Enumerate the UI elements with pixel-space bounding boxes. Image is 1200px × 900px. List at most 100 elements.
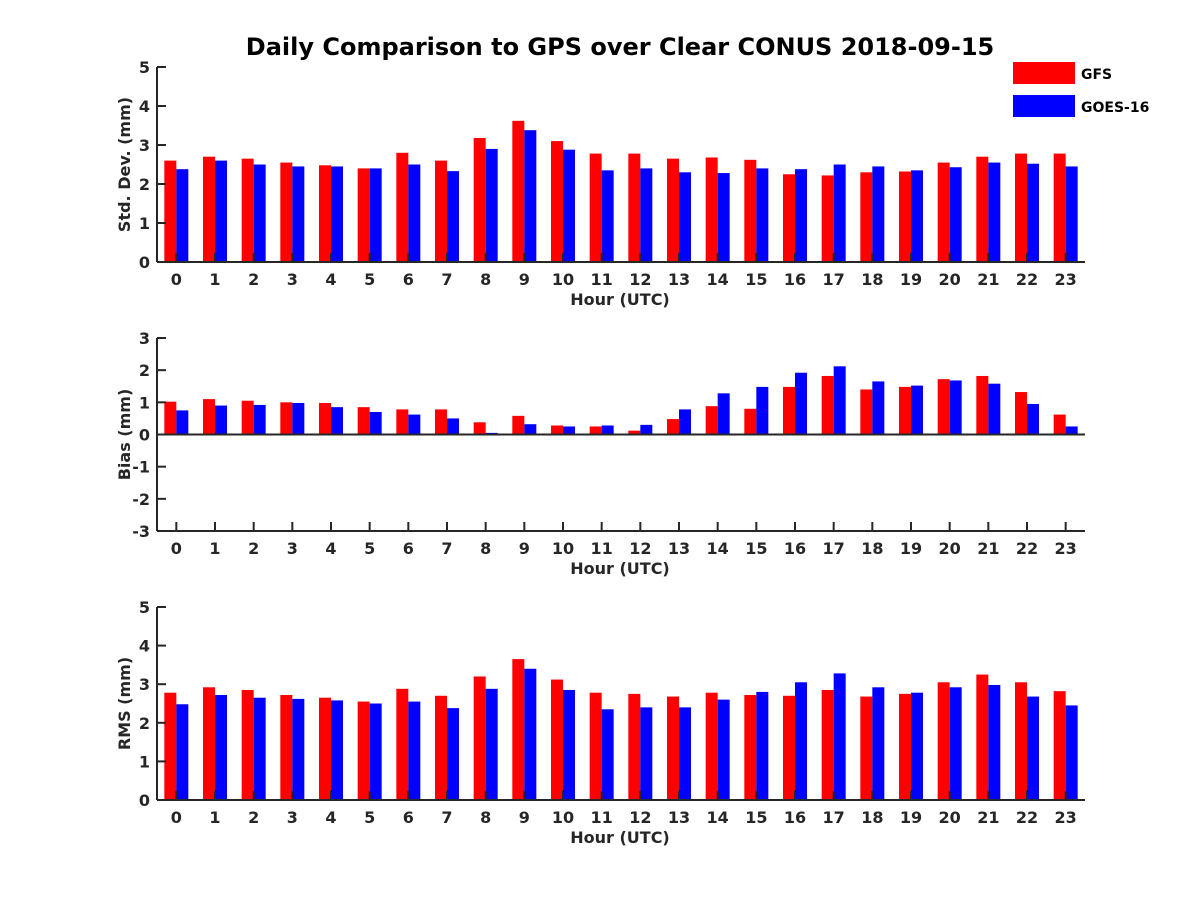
x-tick-label: 21	[977, 539, 999, 558]
x-tick-label: 12	[629, 539, 651, 558]
bar-goes-16-hour-14	[717, 393, 730, 435]
bar-gfs-hour-5	[357, 407, 370, 435]
x-tick-label: 18	[861, 539, 883, 558]
x-tick-label: 6	[403, 270, 414, 289]
bar-goes-16-hour-1	[215, 695, 227, 800]
bar-goes-16-hour-13	[679, 172, 691, 262]
bar-goes-16-hour-16	[795, 169, 807, 262]
bar-gfs-hour-11	[589, 426, 602, 435]
y-tick-label: 0	[139, 426, 150, 445]
bar-goes-16-hour-7	[447, 418, 459, 435]
x-tick-label: 19	[900, 808, 922, 827]
x-tick-label: 10	[552, 270, 574, 289]
bar-gfs-hour-13	[667, 158, 679, 262]
bar-gfs-hour-19	[899, 171, 911, 262]
y-tick-label: 3	[139, 329, 150, 348]
bar-gfs-hour-4	[319, 697, 331, 800]
bar-goes-16-hour-16	[795, 682, 807, 800]
bar-goes-16-hour-12	[640, 168, 653, 262]
bar-gfs-hour-0	[164, 401, 177, 435]
y-tick-label: 4	[139, 637, 150, 656]
x-tick-label: 10	[552, 539, 574, 558]
x-tick-label: 0	[171, 539, 182, 558]
bar-goes-16-hour-13	[679, 707, 691, 800]
bar-gfs-hour-22	[1015, 682, 1027, 800]
bar-gfs-hour-8	[473, 422, 486, 435]
bar-goes-16-hour-21	[988, 383, 1001, 435]
bar-goes-16-hour-18	[872, 166, 885, 262]
bar-goes-16-hour-15	[756, 691, 769, 800]
x-tick-label: 2	[248, 539, 259, 558]
bar-gfs-hour-18	[860, 389, 873, 435]
bar-goes-16-hour-11	[601, 425, 614, 435]
y-tick-label: 5	[139, 58, 150, 77]
bar-goes-16-hour-21	[988, 162, 1001, 262]
x-tick-label: 4	[325, 539, 336, 558]
bar-gfs-hour-2	[241, 689, 254, 800]
bar-goes-16-hour-19	[911, 385, 923, 435]
x-tick-label: 19	[900, 539, 922, 558]
bar-goes-16-hour-20	[949, 687, 962, 800]
bar-gfs-hour-1	[203, 399, 215, 435]
bar-gfs-hour-7	[435, 695, 447, 800]
bar-gfs-hour-11	[589, 692, 602, 800]
x-tick-label: 21	[977, 270, 999, 289]
bar-gfs-hour-8	[473, 676, 486, 800]
x-tick-label: 20	[939, 270, 961, 289]
bar-gfs-hour-12	[628, 430, 641, 435]
x-tick-label: 14	[707, 270, 729, 289]
y-tick-label: 3	[139, 136, 150, 155]
y-axis-label: Std. Dev. (mm)	[115, 97, 134, 232]
bar-goes-16-hour-17	[833, 164, 846, 262]
bar-goes-16-hour-1	[215, 160, 227, 262]
x-tick-label: 22	[1016, 808, 1038, 827]
legend-swatch-gfs	[1013, 62, 1075, 84]
y-axis-label: Bias (mm)	[115, 389, 134, 481]
bar-gfs-hour-15	[744, 159, 757, 262]
bar-gfs-hour-3	[280, 402, 293, 435]
x-tick-label: 13	[668, 270, 690, 289]
y-tick-label: 4	[139, 97, 150, 116]
bar-goes-16-hour-18	[872, 687, 885, 800]
bar-goes-16-hour-19	[911, 692, 923, 800]
bar-gfs-hour-21	[976, 375, 989, 435]
bar-goes-16-hour-3	[292, 166, 305, 262]
bar-gfs-hour-0	[164, 692, 177, 800]
bar-gfs-hour-23	[1053, 414, 1066, 435]
bar-gfs-hour-0	[164, 160, 177, 262]
x-tick-label: 1	[209, 270, 220, 289]
bar-gfs-hour-1	[203, 156, 215, 262]
bar-goes-16-hour-14	[717, 173, 730, 262]
legend-label-goes-16: GOES-16	[1081, 100, 1149, 116]
bar-gfs-hour-14	[705, 157, 718, 262]
x-tick-label: 5	[364, 270, 375, 289]
bar-gfs-hour-16	[783, 695, 795, 800]
x-tick-label: 23	[1055, 270, 1077, 289]
bar-gfs-hour-12	[628, 693, 641, 800]
bar-gfs-hour-14	[705, 406, 718, 435]
bar-goes-16-hour-10	[563, 689, 575, 800]
bar-gfs-hour-20	[937, 379, 950, 435]
x-tick-label: 15	[745, 270, 767, 289]
chart-title: Daily Comparison to GPS over Clear CONUS…	[246, 33, 994, 61]
x-axis-label: Hour (UTC)	[570, 559, 670, 578]
x-tick-label: 19	[900, 270, 922, 289]
bar-goes-16-hour-4	[331, 166, 343, 262]
bar-goes-16-hour-4	[331, 407, 343, 435]
bar-gfs-hour-3	[280, 695, 293, 800]
bar-goes-16-hour-15	[756, 168, 769, 262]
y-tick-label: 5	[139, 598, 150, 617]
bar-gfs-hour-19	[899, 386, 911, 435]
bar-gfs-hour-13	[667, 419, 679, 435]
bar-goes-16-hour-0	[176, 410, 189, 435]
x-tick-label: 20	[939, 539, 961, 558]
bar-goes-16-hour-17	[833, 673, 846, 800]
bar-gfs-hour-23	[1053, 691, 1066, 800]
x-tick-label: 18	[861, 270, 883, 289]
x-tick-label: 8	[480, 808, 491, 827]
y-tick-label: 1	[139, 214, 150, 233]
x-tick-label: 2	[248, 808, 259, 827]
x-tick-label: 13	[668, 539, 690, 558]
bar-gfs-hour-10	[551, 679, 563, 800]
